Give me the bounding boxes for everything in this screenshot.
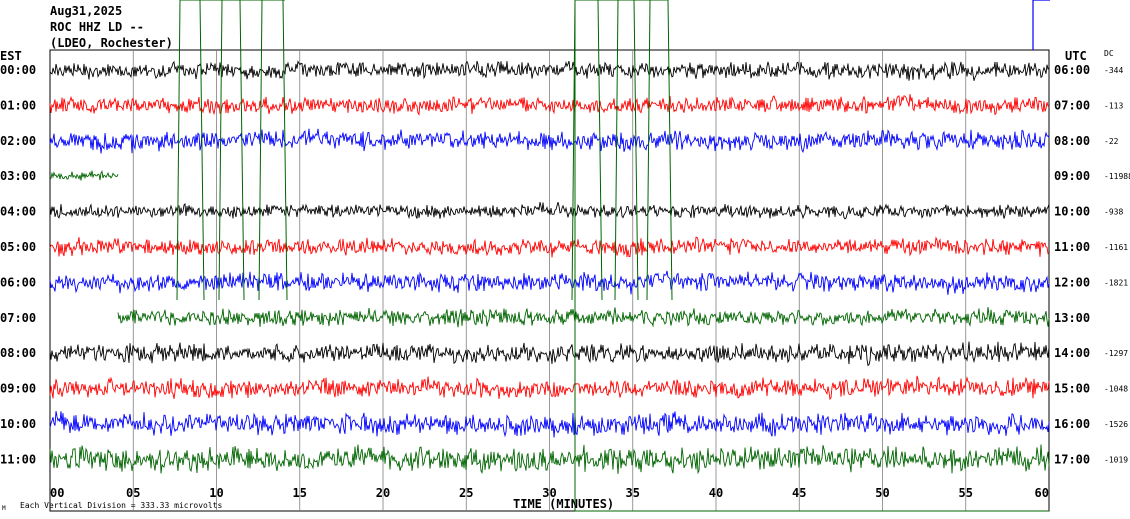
est-label-03:00: 03:00 — [0, 169, 36, 183]
trace-11:00 — [49, 444, 1050, 475]
dc-label-11:00: -1019 — [1104, 455, 1128, 464]
burst-line-1 — [199, 0, 205, 301]
x-tick-00: 00 — [50, 486, 64, 500]
dc-label-03:00: -1198807 — [1104, 172, 1130, 181]
x-tick-45: 45 — [792, 486, 806, 500]
x-tick-60: 60 — [1035, 486, 1049, 500]
dc-label-09:00: -1048 — [1104, 385, 1128, 394]
utc-label-17:00: 17:00 — [1054, 452, 1090, 466]
seismic-traces — [49, 60, 1050, 475]
burst-line-10 — [646, 0, 651, 301]
trace-06:00 — [49, 270, 1050, 295]
burst-line-9 — [633, 0, 639, 301]
corner-mark: M — [2, 505, 6, 512]
est-label-10:00: 10:00 — [0, 417, 36, 431]
x-tick-10: 10 — [209, 486, 223, 500]
header-station: ROC HHZ LD -- — [50, 20, 144, 34]
utc-label-07:00: 07:00 — [1054, 98, 1090, 112]
dc-offset-labels: -344 -113 -22 -1198807 -938 -1161 -1821 -1297 -1… — [1104, 66, 1130, 464]
footer-scale-note: Each Vertical Division = 333.33 microvol… — [20, 501, 222, 510]
trace-03:00 — [49, 170, 119, 181]
dc-label-10:00: -1526 — [1104, 420, 1128, 429]
utc-label-08:00: 08:00 — [1054, 134, 1090, 148]
x-tick-05: 05 — [126, 486, 140, 500]
trace-08:00 — [49, 341, 1050, 367]
dc-label-01:00: -113 — [1104, 101, 1123, 110]
utc-label-13:00: 13:00 — [1054, 311, 1090, 325]
est-label-00:00: 00:00 — [0, 63, 36, 77]
est-axis-label: EST — [0, 49, 22, 63]
x-axis-label: TIME (MINUTES) — [513, 497, 614, 511]
utc-label-06:00: 06:00 — [1054, 63, 1090, 77]
trace-10:00 — [49, 411, 1050, 438]
x-tick-labels: 00 05 10 15 20 25 30 35 40 45 50 55 60 — [50, 486, 1049, 500]
x-tick-55: 55 — [959, 486, 973, 500]
utc-label-10:00: 10:00 — [1054, 205, 1090, 219]
trace-00:00 — [49, 60, 1050, 81]
x-tick-15: 15 — [293, 486, 307, 500]
est-label-05:00: 05:00 — [0, 240, 36, 254]
blue-offscale-tail — [1032, 0, 1050, 50]
header-date: Aug31,2025 — [50, 4, 122, 18]
dc-label-04:00: -938 — [1104, 208, 1123, 217]
est-label-04:00: 04:00 — [0, 205, 36, 219]
burst-line-11 — [667, 0, 673, 301]
x-tick-50: 50 — [875, 486, 889, 500]
est-label-08:00: 08:00 — [0, 346, 36, 360]
utc-label-09:00: 09:00 — [1054, 169, 1090, 183]
burst-line-7 — [597, 0, 603, 301]
dc-label-02:00: -22 — [1104, 137, 1119, 146]
dc-label-00:00: -344 — [1104, 66, 1123, 75]
burst-line-5 — [282, 0, 288, 301]
trace-07:00 — [117, 306, 1050, 328]
utc-label-11:00: 11:00 — [1054, 240, 1090, 254]
dc-axis-label: DC — [1104, 49, 1114, 58]
saturation-bursts — [176, 0, 1049, 512]
utc-label-16:00: 16:00 — [1054, 417, 1090, 431]
utc-hour-labels: 06:00 07:00 08:00 09:00 10:00 11:00 12:00 13:00… — [1054, 63, 1090, 466]
burst-line-2 — [218, 0, 223, 301]
x-tick-30: 30 — [542, 486, 556, 500]
trace-04:00 — [49, 201, 1050, 220]
x-tick-35: 35 — [626, 486, 640, 500]
utc-axis-label: UTC — [1065, 49, 1087, 63]
burst-line-3 — [239, 0, 245, 301]
trace-02:00 — [49, 128, 1050, 154]
est-label-09:00: 09:00 — [0, 382, 36, 396]
dc-label-05:00: -1161 — [1104, 243, 1128, 252]
dc-label-08:00: -1297 — [1104, 349, 1128, 358]
trace-09:00 — [49, 375, 1050, 401]
est-hour-labels: 00:00 01:00 02:00 03:00 04:00 05:00 06:00 07:00… — [0, 63, 36, 466]
header-network: (LDEO, Rochester) — [50, 36, 173, 50]
burst-line-4 — [258, 0, 263, 301]
est-label-02:00: 02:00 — [0, 134, 36, 148]
dc-label-06:00: -1821 — [1104, 278, 1128, 287]
utc-label-15:00: 15:00 — [1054, 382, 1090, 396]
burst-line-8 — [614, 0, 619, 301]
est-label-01:00: 01:00 — [0, 98, 36, 112]
trace-01:00 — [49, 94, 1050, 116]
utc-label-12:00: 12:00 — [1054, 275, 1090, 289]
est-label-07:00: 07:00 — [0, 311, 36, 325]
x-tick-25: 25 — [459, 486, 473, 500]
est-label-11:00: 11:00 — [0, 452, 36, 466]
x-tick-20: 20 — [376, 486, 390, 500]
burst-line-0 — [176, 0, 181, 301]
utc-label-14:00: 14:00 — [1054, 346, 1090, 360]
est-label-06:00: 06:00 — [0, 275, 36, 289]
minute-gridlines — [132, 50, 967, 511]
trace-05:00 — [49, 236, 1050, 258]
x-tick-40: 40 — [709, 486, 723, 500]
